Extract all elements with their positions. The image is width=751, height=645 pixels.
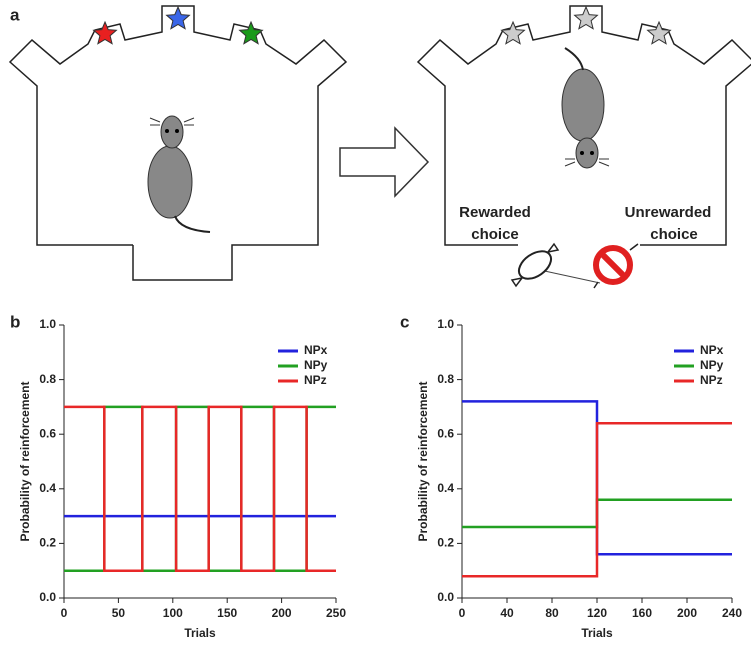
x-tick-label: 200: [677, 606, 697, 620]
candy-wrap: [593, 243, 639, 289]
diagram-label: Unrewarded: [625, 204, 712, 221]
y-tick-label: 0.8: [437, 372, 454, 386]
panel-label: c: [400, 312, 409, 331]
arena-left: [8, 5, 348, 281]
arena-right: [416, 5, 751, 289]
mouse-head: [160, 115, 184, 149]
mouse-eye: [175, 129, 179, 133]
star: [646, 20, 672, 45]
series-line: [64, 405, 336, 572]
legend-label: NPy: [304, 358, 328, 372]
no-sign-bar: [598, 250, 628, 280]
x-tick-label: 0: [61, 606, 68, 620]
mouse-eye: [580, 151, 584, 155]
candy-wrap: [510, 242, 560, 288]
star: [573, 5, 599, 30]
y-tick-label: 0.4: [437, 481, 454, 495]
mouse-body: [147, 145, 193, 219]
y-tick-label: 1.0: [437, 317, 454, 331]
series-line: [462, 422, 732, 578]
diagram-label: choice: [650, 226, 698, 243]
x-axis-label: Trials: [581, 626, 613, 640]
x-axis-label: Trials: [184, 626, 216, 640]
legend-label: NPy: [700, 358, 724, 372]
y-tick-label: 0.0: [39, 590, 56, 604]
mouse-head: [575, 137, 599, 169]
legend-label: NPx: [700, 343, 724, 357]
y-tick-label: 0.0: [437, 590, 454, 604]
x-tick-label: 100: [163, 606, 183, 620]
mouse-eye: [165, 129, 169, 133]
star: [238, 20, 264, 45]
star: [500, 20, 526, 45]
arena-wall: [8, 5, 348, 281]
x-tick-label: 0: [459, 606, 466, 620]
y-tick-label: 0.8: [39, 372, 56, 386]
x-tick-label: 150: [217, 606, 237, 620]
diagram-label: choice: [471, 226, 519, 243]
x-tick-label: 80: [545, 606, 559, 620]
mouse-eye: [590, 151, 594, 155]
x-tick-label: 40: [500, 606, 514, 620]
arrow: [339, 126, 430, 198]
x-tick-label: 200: [272, 606, 292, 620]
candy: [517, 250, 553, 280]
y-tick-label: 0.2: [39, 536, 56, 550]
legend-label: NPz: [304, 373, 327, 387]
y-tick-label: 0.6: [39, 426, 56, 440]
x-tick-label: 250: [326, 606, 346, 620]
whiskers: [564, 158, 610, 167]
diagram-label: Rewarded: [459, 204, 531, 221]
x-tick-label: 160: [632, 606, 652, 620]
link: [539, 269, 601, 284]
star: [165, 5, 191, 30]
y-tick-label: 0.4: [39, 481, 56, 495]
y-axis-label: Probability of reinforcement: [416, 381, 430, 541]
x-tick-label: 50: [112, 606, 126, 620]
legend-label: NPz: [700, 373, 723, 387]
panel-label: b: [10, 312, 20, 331]
y-tick-label: 1.0: [39, 317, 56, 331]
panel-label: a: [10, 5, 20, 24]
y-axis-label: Probability of reinforcement: [18, 381, 32, 541]
y-tick-label: 0.6: [437, 426, 454, 440]
x-tick-label: 240: [722, 606, 742, 620]
legend-label: NPx: [304, 343, 328, 357]
mouse-tail: [174, 215, 211, 233]
mouse-tail: [564, 47, 584, 71]
x-tick-label: 120: [587, 606, 607, 620]
y-tick-label: 0.2: [437, 536, 454, 550]
star: [92, 20, 118, 45]
whiskers: [149, 117, 195, 126]
mouse-body: [561, 68, 605, 142]
